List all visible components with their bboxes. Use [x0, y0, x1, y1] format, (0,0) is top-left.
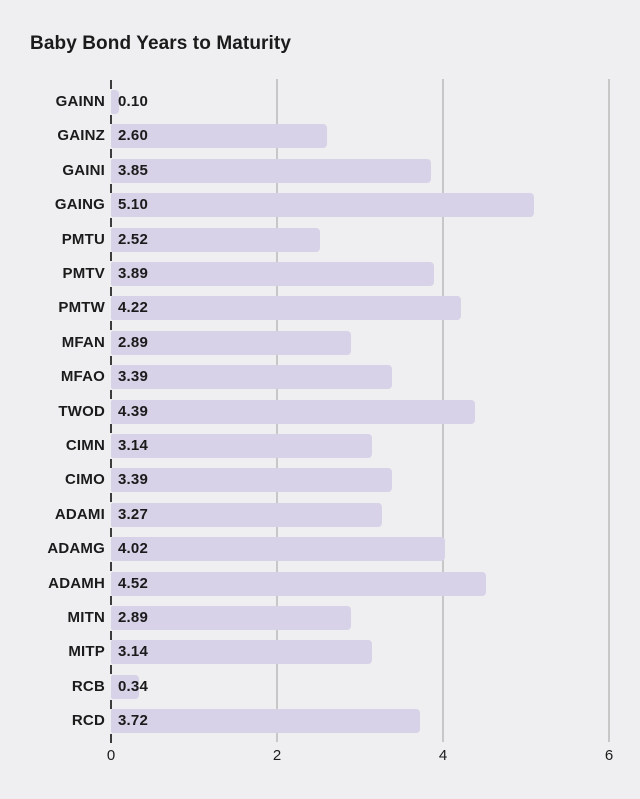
- bar-pmtv: [111, 262, 434, 286]
- value-label-mitp: 3.14: [118, 643, 148, 661]
- gridline-6: [608, 79, 610, 742]
- value-label-adamg: 4.02: [118, 540, 148, 558]
- category-label-mfao: MFAO: [60, 368, 105, 386]
- category-tick: [110, 355, 112, 365]
- category-label-gainn: GAINN: [55, 93, 105, 110]
- bar-gaing: [111, 193, 535, 218]
- category-tick: [110, 493, 112, 503]
- category-label-cimo: CIMO: [65, 471, 105, 489]
- bar-pmtu: [111, 227, 321, 252]
- bar-adami: [111, 502, 383, 527]
- category-label-rcb: RCB: [71, 677, 105, 695]
- value-label-gaini: 3.85: [118, 161, 148, 179]
- bar-adamg: [111, 537, 445, 562]
- bar-gaini: [111, 158, 431, 183]
- x-axis-label-2: 2: [272, 747, 282, 764]
- category-label-rcd: RCD: [71, 712, 105, 730]
- category-tick: [110, 527, 112, 537]
- category-tick: [110, 733, 112, 743]
- bar-pmtw: [111, 296, 462, 321]
- category-tick: [110, 458, 112, 468]
- x-axis-label-4: 4: [438, 747, 448, 764]
- bar-mfao: [111, 365, 393, 390]
- value-label-pmtw: 4.22: [118, 299, 148, 317]
- bar-twod: [111, 399, 476, 424]
- category-label-gainz: GAINZ: [57, 127, 105, 145]
- category-label-adamg: ADAMG: [47, 540, 105, 558]
- x-axis-label-6: 6: [604, 747, 614, 764]
- category-label-adami: ADAMI: [54, 505, 105, 523]
- category-label-pmtu: PMTU: [61, 230, 105, 248]
- category-label-pmtv: PMTV: [62, 265, 105, 282]
- category-label-mitn: MITN: [67, 609, 105, 626]
- value-label-pmtu: 2.52: [118, 230, 148, 248]
- category-label-pmtw: PMTW: [58, 299, 105, 317]
- bar-mfan: [111, 330, 351, 355]
- category-tick: [110, 630, 112, 640]
- category-tick: [110, 183, 112, 193]
- bar-rcd: [111, 709, 420, 734]
- value-label-adamh: 4.52: [118, 574, 148, 592]
- category-label-mfan: MFAN: [61, 333, 105, 351]
- bar-gainn: [111, 90, 120, 114]
- bar-cimn: [111, 434, 372, 458]
- value-label-gainz: 2.60: [118, 127, 148, 145]
- category-tick: [110, 699, 112, 709]
- bar-mitp: [111, 640, 372, 665]
- category-tick: [110, 149, 112, 159]
- category-tick: [110, 286, 112, 296]
- category-label-mitp: MITP: [68, 643, 105, 661]
- category-tick: [110, 424, 112, 434]
- value-label-adami: 3.27: [118, 505, 148, 523]
- bar-gainz: [111, 124, 327, 149]
- bar-mitn: [111, 606, 351, 630]
- category-tick: [110, 217, 112, 227]
- x-axis-label-0: 0: [106, 747, 116, 764]
- category-tick: [110, 389, 112, 399]
- category-label-adamh: ADAMH: [48, 574, 105, 592]
- bar-rcb: [111, 674, 140, 699]
- category-tick: [110, 596, 112, 606]
- category-label-cimn: CIMN: [65, 437, 105, 454]
- category-label-gaini: GAINI: [62, 161, 105, 179]
- value-label-mitn: 2.89: [118, 609, 148, 626]
- category-tick: [110, 252, 112, 262]
- value-label-cimn: 3.14: [118, 437, 148, 454]
- value-label-twod: 4.39: [118, 402, 148, 420]
- bar-adamh: [111, 571, 487, 596]
- value-label-mfao: 3.39: [118, 368, 148, 386]
- category-tick: [110, 665, 112, 675]
- category-tick: [110, 321, 112, 331]
- bar-cimo: [111, 468, 393, 493]
- category-label-twod: TWOD: [58, 402, 105, 420]
- category-tick: [110, 114, 112, 124]
- category-tick: [110, 561, 112, 571]
- value-label-rcd: 3.72: [118, 712, 148, 730]
- category-label-gaing: GAING: [54, 196, 105, 214]
- value-label-pmtv: 3.89: [118, 265, 148, 282]
- value-label-rcb: 0.34: [118, 677, 148, 695]
- value-label-mfan: 2.89: [118, 333, 148, 351]
- value-label-gaing: 5.10: [118, 196, 148, 214]
- category-tick: [110, 80, 112, 90]
- value-label-cimo: 3.39: [118, 471, 148, 489]
- value-label-gainn: 0.10: [118, 93, 148, 110]
- chart-title: Baby Bond Years to Maturity: [30, 33, 292, 54]
